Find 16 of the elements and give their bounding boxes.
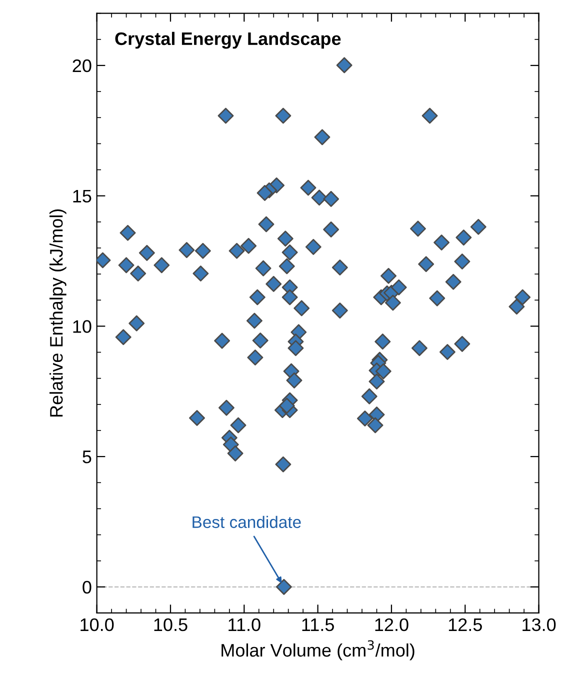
x-tick-label: 10.0 (80, 618, 114, 632)
x-tick-label: 13.0 (522, 618, 556, 632)
y-tick-label: 10 (73, 320, 92, 333)
x-tick-label: 11.5 (302, 618, 334, 632)
text: Crystal Energy Landscape (115, 32, 341, 49)
x-tick-label: 12.5 (448, 618, 482, 632)
x-tick-label: 10.5 (154, 618, 188, 632)
y-tick-label: 20 (72, 59, 92, 72)
annotation: Best candidate (192, 516, 301, 528)
y-tick-label: 5 (82, 450, 92, 464)
y-tick-label: 15 (73, 190, 92, 203)
y-tick-label: 0 (82, 580, 92, 594)
x-axis-title: Molar Volume (cm$^{3}$/mol) (222, 640, 414, 660)
y-axis-title: Relative Enthalpy (kJ/mol) (50, 209, 66, 417)
x-tick-label: 12.0 (375, 618, 408, 632)
x-tick-label: 11.0 (228, 618, 260, 632)
